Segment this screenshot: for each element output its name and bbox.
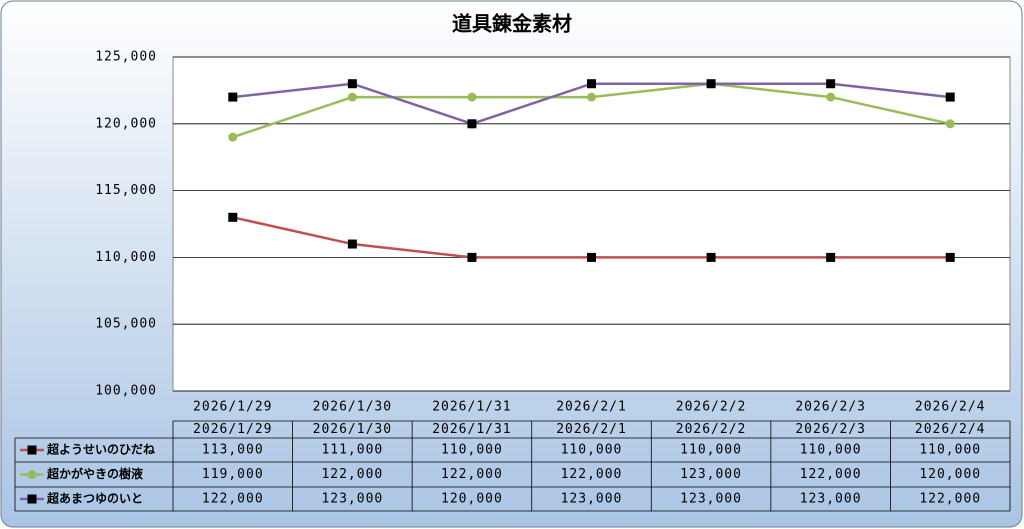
legend-label: 超あまつゆのいと bbox=[46, 491, 143, 506]
table-cell: 122,000 bbox=[561, 467, 623, 482]
table-cell: 110,000 bbox=[919, 443, 981, 458]
legend-label: 超ようせいのひだね bbox=[46, 442, 155, 457]
table-header: 2026/1/30 bbox=[313, 422, 392, 437]
marker bbox=[467, 92, 477, 102]
table-cell: 123,000 bbox=[800, 492, 862, 507]
y-tick-label: 110,000 bbox=[95, 250, 157, 265]
marker bbox=[587, 252, 596, 262]
table-cell: 123,000 bbox=[680, 467, 742, 482]
marker bbox=[347, 92, 357, 102]
table-cell: 120,000 bbox=[919, 467, 981, 482]
legend-marker bbox=[27, 470, 37, 479]
legend-marker bbox=[27, 494, 37, 504]
marker bbox=[706, 79, 716, 89]
plot-area bbox=[172, 56, 1011, 392]
x-tick-label: 2026/1/31 bbox=[432, 400, 511, 415]
y-tick-label: 115,000 bbox=[95, 183, 157, 198]
marker bbox=[587, 79, 596, 89]
table-cell: 122,000 bbox=[800, 467, 862, 482]
table-header: 2026/1/29 bbox=[193, 422, 272, 437]
table-header: 2026/2/1 bbox=[556, 422, 627, 437]
y-tick-label: 105,000 bbox=[95, 317, 157, 332]
y-tick-label: 125,000 bbox=[95, 50, 157, 65]
legend-label: 超かがやきの樹液 bbox=[46, 466, 143, 481]
table-cell: 123,000 bbox=[680, 492, 742, 507]
marker bbox=[826, 252, 836, 262]
marker bbox=[228, 92, 238, 102]
y-tick-label: 100,000 bbox=[95, 384, 157, 399]
table-cell: 113,000 bbox=[202, 443, 264, 458]
marker bbox=[826, 92, 836, 102]
table-cell: 122,000 bbox=[202, 492, 264, 507]
table-cell: 120,000 bbox=[441, 492, 503, 507]
marker bbox=[945, 92, 955, 102]
table-header: 2026/2/2 bbox=[676, 422, 747, 437]
y-tick-label: 120,000 bbox=[95, 116, 157, 131]
x-tick-label: 2026/2/3 bbox=[795, 400, 866, 415]
table-header: 2026/2/3 bbox=[795, 422, 866, 437]
table-header: 2026/2/4 bbox=[915, 422, 986, 437]
marker bbox=[347, 79, 357, 89]
marker bbox=[467, 252, 477, 262]
marker bbox=[587, 92, 596, 102]
table-cell: 123,000 bbox=[561, 492, 623, 507]
table-cell: 111,000 bbox=[321, 443, 383, 458]
x-tick-label: 2026/2/2 bbox=[676, 400, 747, 415]
x-tick-label: 2026/1/30 bbox=[313, 400, 392, 415]
table-cell: 110,000 bbox=[680, 443, 742, 458]
marker bbox=[945, 119, 955, 129]
legend-marker bbox=[27, 445, 37, 455]
x-tick-label: 2026/2/4 bbox=[915, 400, 986, 415]
table-cell: 122,000 bbox=[919, 492, 981, 507]
table-cell: 110,000 bbox=[800, 443, 862, 458]
table-cell: 119,000 bbox=[202, 467, 264, 482]
x-tick-label: 2026/1/29 bbox=[193, 400, 272, 415]
table-cell: 122,000 bbox=[441, 467, 503, 482]
table-cell: 122,000 bbox=[321, 467, 383, 482]
x-tick-label: 2026/2/1 bbox=[556, 400, 627, 415]
table-header: 2026/1/31 bbox=[432, 422, 511, 437]
marker bbox=[347, 239, 357, 249]
marker bbox=[706, 252, 716, 262]
chart-title: 道具錬金素材 bbox=[452, 12, 572, 36]
marker bbox=[467, 119, 477, 129]
marker bbox=[826, 79, 836, 89]
marker bbox=[228, 212, 238, 222]
table-cell: 110,000 bbox=[441, 443, 503, 458]
table-cell: 110,000 bbox=[561, 443, 623, 458]
marker bbox=[228, 132, 238, 142]
table-cell: 123,000 bbox=[321, 492, 383, 507]
marker bbox=[945, 252, 955, 262]
